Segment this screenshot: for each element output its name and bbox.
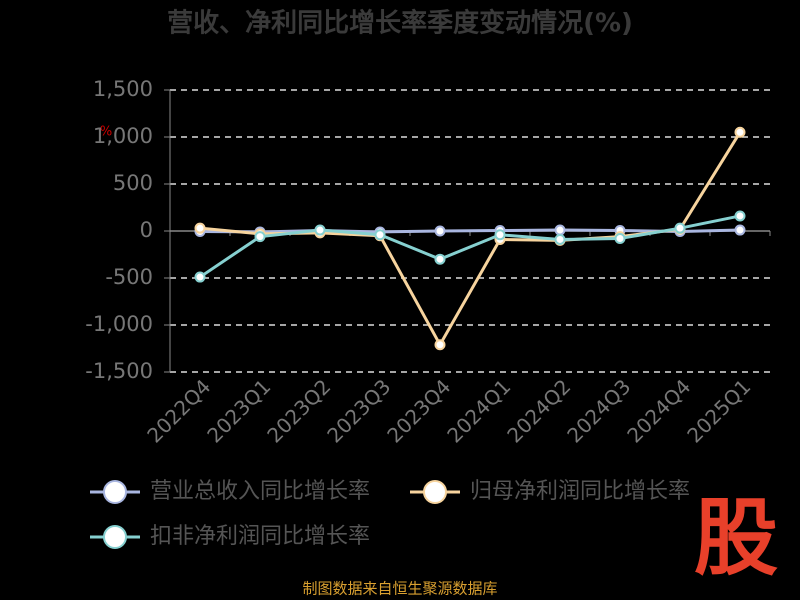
legend-marker [103,525,127,549]
legend-marker [423,480,447,504]
x-tick-label: 2024Q3 [562,374,635,447]
legend-marker [103,480,127,504]
data-point [554,233,566,245]
data-point [254,231,266,243]
y-tick-label: 500 [113,171,153,195]
x-tick-label: 2023Q4 [382,374,455,447]
series-line [199,228,741,234]
y-tick-label: 1,500 [93,77,153,101]
legend-label: 扣非净利润同比增长率 [150,524,370,549]
data-point [434,253,446,265]
series-line [199,214,741,279]
x-tick-label: 2024Q2 [502,374,575,447]
data-point [374,229,386,241]
y-tick-label: 1,000 [93,124,153,148]
x-tick-label: 2025Q1 [682,374,755,447]
data-point [434,339,446,351]
y-tick-label: -500 [105,265,153,289]
x-tick-label: 2024Q4 [622,374,695,447]
x-tick-label: 2022Q4 [142,374,215,447]
data-point [194,222,206,234]
y-tick-label: 0 [140,218,153,242]
x-tick-label: 2023Q1 [202,374,275,447]
data-point [194,271,206,283]
data-point [734,210,746,222]
legend-label: 营业总收入同比增长率 [150,479,370,504]
y-unit: % [100,125,112,140]
y-tick-label: -1,500 [85,359,153,383]
data-point [554,224,566,236]
x-tick-label: 2023Q3 [322,374,395,447]
data-point [734,126,746,138]
data-point [674,222,686,234]
series-line [199,131,742,348]
source: 制图数据来自恒生聚源数据库 [302,580,497,598]
data-point [494,229,506,241]
data-point [614,233,626,245]
x-tick-label: 2024Q1 [442,374,515,447]
watermark: 股 [694,489,778,587]
data-point [434,225,446,237]
data-point [314,224,326,236]
chart-title: 营收、净利同比增长率季度变动情况(%) [167,8,633,39]
legend-label: 归母净利润同比增长率 [470,479,690,504]
x-tick-label: 2023Q2 [262,374,335,447]
data-point [734,224,746,236]
y-tick-label: -1,000 [85,312,153,336]
